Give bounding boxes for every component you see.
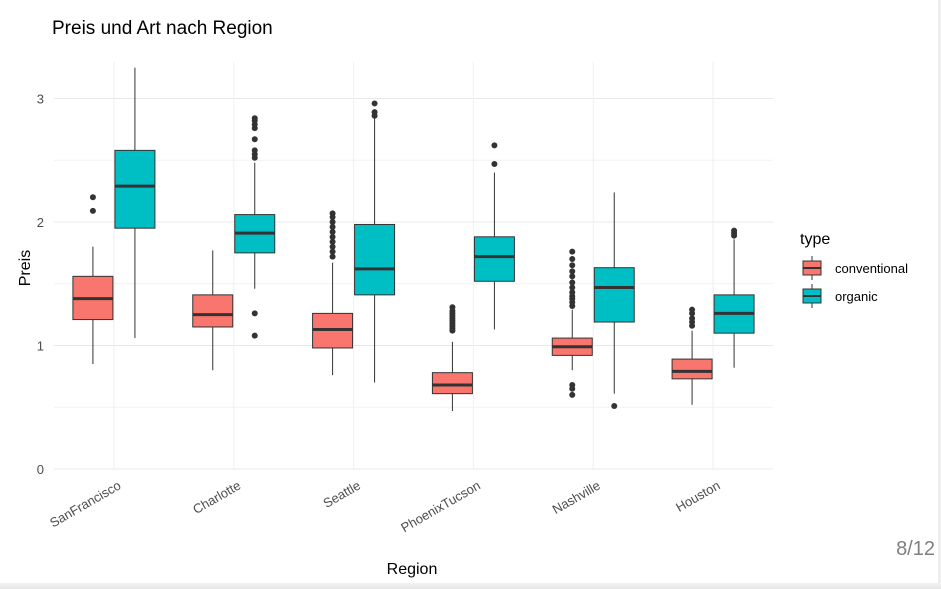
outlier-point <box>89 207 96 214</box>
x-tick-label: Nashville <box>550 478 603 517</box>
box-layer <box>72 67 755 411</box>
outlier-point <box>491 160 498 167</box>
outlier-point <box>611 403 618 410</box>
outlier-point <box>689 306 696 313</box>
y-tick-label: 2 <box>37 215 44 230</box>
outlier-point <box>329 248 336 255</box>
outlier-point <box>569 256 576 263</box>
outlier-point <box>569 382 576 389</box>
box-organic-PhoenixTucson <box>473 142 515 330</box>
legend-title: type <box>800 231 830 248</box>
outlier-point <box>329 228 336 235</box>
outlier-point <box>569 268 576 275</box>
box-body <box>354 223 396 296</box>
outlier-point <box>251 147 258 154</box>
outlier-point <box>569 279 576 286</box>
outlier-point <box>569 289 576 296</box>
outlier-point <box>329 219 336 225</box>
chart-title: Preis und Art nach Region <box>52 18 273 39</box>
outlier-point <box>251 136 258 143</box>
outlier-point <box>251 115 258 122</box>
outlier-point <box>689 315 696 322</box>
outlier-point <box>329 210 336 217</box>
box-body <box>671 358 713 380</box>
outlier-point <box>569 273 576 280</box>
grid-lines <box>54 61 773 470</box>
outlier-point <box>329 233 336 240</box>
outlier-point <box>251 332 258 339</box>
box-organic-SanFrancisco <box>114 67 156 339</box>
box-body <box>473 236 515 282</box>
outlier-point <box>491 142 498 149</box>
outlier-point <box>371 109 378 116</box>
outlier-point <box>329 223 336 230</box>
legend-item-organic: organic <box>802 284 878 308</box>
legend-label: organic <box>835 289 878 304</box>
box-conventional-PhoenixTucson <box>431 304 473 411</box>
outlier-point <box>449 304 456 311</box>
outlier-point <box>569 391 576 398</box>
x-tick-label: SanFrancisco <box>47 478 123 531</box>
outlier-point <box>569 284 576 291</box>
box-conventional-Seattle <box>312 210 354 376</box>
box-organic-Charlotte <box>234 115 276 339</box>
box-body <box>114 149 156 229</box>
y-axis-title: Preis <box>17 250 34 286</box>
slide-edge-shadow <box>938 0 941 589</box>
legend-label: conventional <box>835 261 908 276</box>
y-tick-label: 0 <box>37 462 44 477</box>
outlier-point <box>371 100 378 107</box>
outlier-point <box>251 310 258 317</box>
y-tick-label: 1 <box>37 339 44 354</box>
x-tick-label: PhoenixTucson <box>398 478 483 536</box>
box-conventional-Nashville <box>551 248 593 398</box>
outlier-point <box>329 253 336 260</box>
box-organic-Houston <box>713 227 755 368</box>
outlier-point <box>569 248 576 255</box>
box-body <box>431 372 473 395</box>
box-conventional-Houston <box>671 306 713 405</box>
box-conventional-Charlotte <box>192 250 234 371</box>
legend: conventional organic <box>802 256 908 308</box>
x-tick-label: Seattle <box>321 478 364 511</box>
y-tick-label: 3 <box>37 92 44 107</box>
outlier-point <box>569 262 576 269</box>
box-conventional-SanFrancisco <box>72 194 114 365</box>
x-tick-label: Houston <box>673 478 722 515</box>
slide-bottom-shadow <box>0 583 941 589</box>
box-body <box>192 294 234 328</box>
page-counter: 8/12 <box>896 538 935 560</box>
legend-item-conventional: conventional <box>802 256 908 280</box>
outlier-point <box>329 243 336 250</box>
outlier-point <box>89 194 96 201</box>
box-body <box>593 267 635 323</box>
box-organic-Seattle <box>354 100 396 383</box>
outlier-point <box>329 238 336 245</box>
box-organic-Nashville <box>593 192 635 410</box>
outlier-point <box>731 227 738 234</box>
x-axis-title: Region <box>387 561 438 578</box>
x-tick-label: Charlotte <box>190 478 243 517</box>
